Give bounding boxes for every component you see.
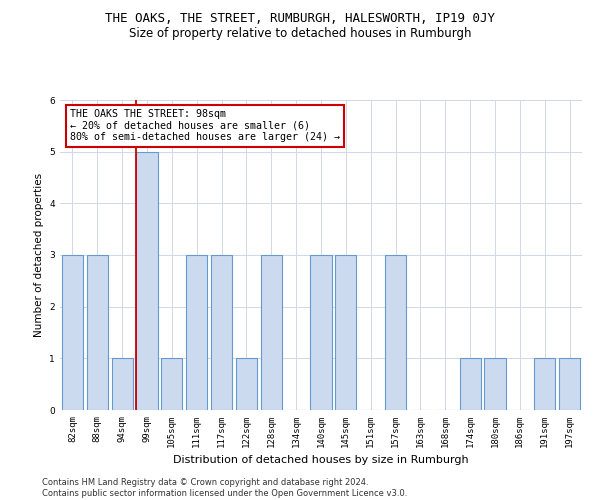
Bar: [559, 358, 580, 410]
Bar: [186, 255, 207, 410]
Text: THE OAKS, THE STREET, RUMBURGH, HALESWORTH, IP19 0JY: THE OAKS, THE STREET, RUMBURGH, HALESWOR…: [105, 12, 495, 26]
Bar: [236, 358, 257, 410]
Bar: [136, 152, 158, 410]
Bar: [62, 255, 83, 410]
Y-axis label: Number of detached properties: Number of detached properties: [34, 173, 44, 337]
Text: Contains HM Land Registry data © Crown copyright and database right 2024.
Contai: Contains HM Land Registry data © Crown c…: [42, 478, 407, 498]
Bar: [161, 358, 182, 410]
X-axis label: Distribution of detached houses by size in Rumburgh: Distribution of detached houses by size …: [173, 456, 469, 466]
Bar: [460, 358, 481, 410]
Bar: [261, 255, 282, 410]
Text: Size of property relative to detached houses in Rumburgh: Size of property relative to detached ho…: [129, 28, 471, 40]
Bar: [335, 255, 356, 410]
Bar: [385, 255, 406, 410]
Bar: [211, 255, 232, 410]
Text: THE OAKS THE STREET: 98sqm
← 20% of detached houses are smaller (6)
80% of semi-: THE OAKS THE STREET: 98sqm ← 20% of deta…: [70, 110, 340, 142]
Bar: [87, 255, 108, 410]
Bar: [310, 255, 332, 410]
Bar: [534, 358, 555, 410]
Bar: [484, 358, 506, 410]
Bar: [112, 358, 133, 410]
